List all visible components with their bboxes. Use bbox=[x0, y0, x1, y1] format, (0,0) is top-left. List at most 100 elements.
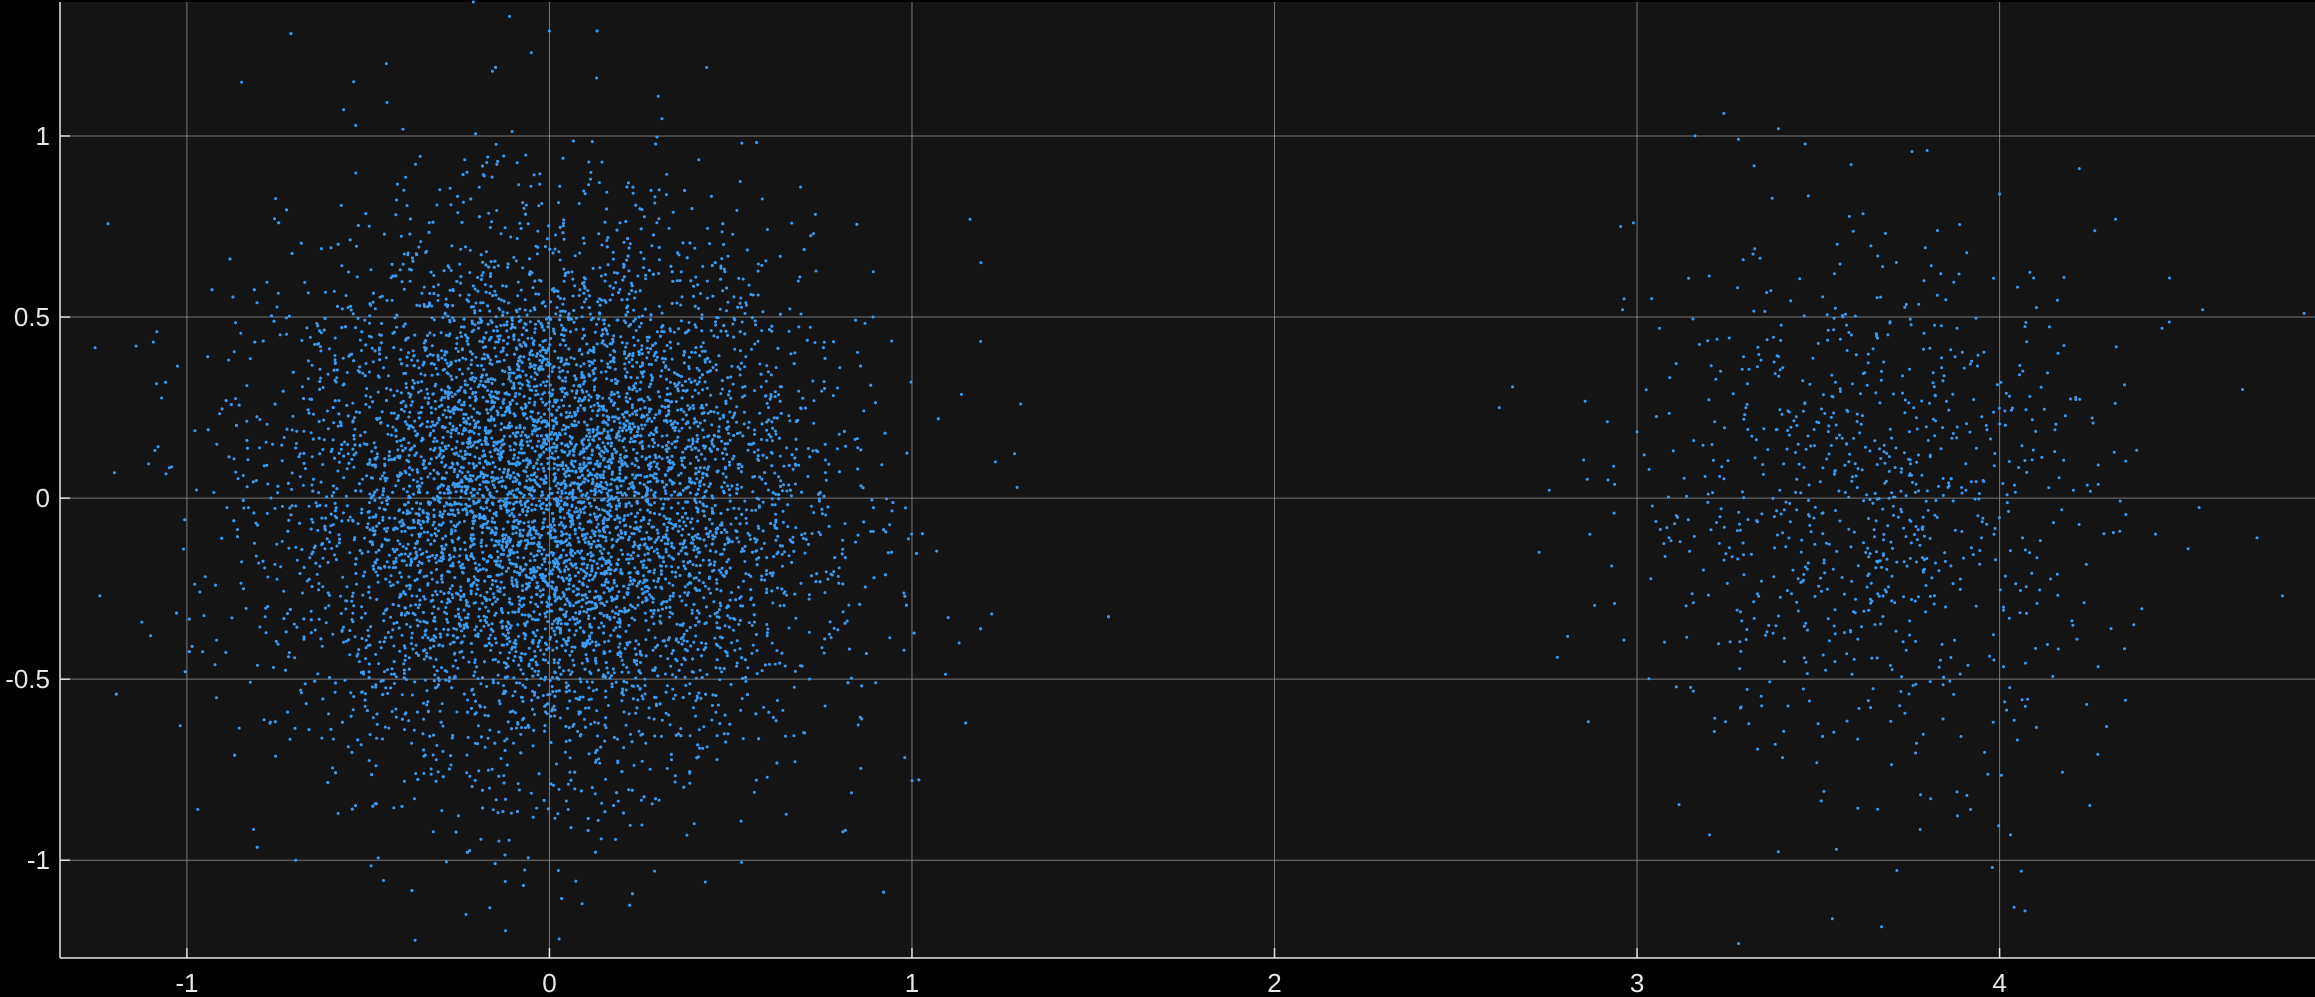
data-point bbox=[381, 515, 385, 519]
data-point bbox=[627, 788, 631, 792]
data-point bbox=[614, 381, 618, 385]
data-point bbox=[713, 457, 717, 461]
data-point bbox=[351, 591, 355, 595]
data-point bbox=[326, 372, 330, 376]
data-point bbox=[785, 489, 789, 493]
data-point bbox=[758, 411, 762, 415]
data-point bbox=[760, 264, 764, 267]
data-point bbox=[400, 559, 404, 563]
data-point bbox=[275, 305, 279, 309]
data-point bbox=[660, 117, 664, 121]
data-point bbox=[603, 516, 606, 520]
data-point bbox=[408, 473, 411, 477]
data-point bbox=[774, 492, 778, 496]
data-point bbox=[455, 375, 458, 379]
data-point bbox=[660, 434, 664, 438]
data-point bbox=[597, 643, 601, 647]
data-point bbox=[337, 541, 341, 545]
data-point bbox=[516, 556, 520, 559]
data-point bbox=[652, 622, 656, 626]
data-point bbox=[254, 521, 258, 525]
data-point bbox=[611, 257, 615, 261]
data-point bbox=[440, 577, 444, 581]
data-point bbox=[704, 544, 708, 548]
data-point bbox=[301, 591, 304, 595]
data-point bbox=[486, 389, 490, 392]
data-point bbox=[378, 640, 382, 644]
data-point bbox=[557, 366, 561, 370]
data-point bbox=[696, 283, 700, 287]
data-point bbox=[650, 244, 654, 248]
data-point bbox=[579, 450, 583, 454]
data-point bbox=[479, 629, 483, 633]
data-point bbox=[494, 600, 498, 604]
data-point bbox=[427, 559, 431, 563]
data-point bbox=[540, 490, 544, 494]
data-point bbox=[343, 678, 347, 682]
data-point bbox=[245, 485, 249, 489]
data-point bbox=[756, 262, 760, 266]
data-point bbox=[640, 455, 644, 459]
data-point bbox=[614, 567, 618, 571]
data-point bbox=[617, 590, 621, 594]
data-point bbox=[774, 366, 778, 369]
data-point bbox=[411, 426, 415, 429]
data-point bbox=[288, 506, 292, 510]
data-point bbox=[628, 525, 632, 529]
data-point bbox=[835, 447, 839, 451]
data-point bbox=[422, 595, 426, 598]
data-point bbox=[694, 714, 697, 718]
data-point bbox=[454, 429, 458, 433]
data-point bbox=[766, 627, 770, 631]
data-point bbox=[370, 346, 374, 350]
data-point bbox=[631, 448, 635, 451]
data-point bbox=[391, 547, 395, 551]
data-point bbox=[438, 188, 442, 192]
data-point bbox=[485, 590, 489, 594]
data-point bbox=[215, 638, 219, 642]
data-point bbox=[749, 596, 753, 600]
data-point bbox=[604, 370, 608, 374]
data-point bbox=[593, 385, 597, 389]
data-point bbox=[828, 620, 832, 624]
data-point bbox=[773, 662, 777, 666]
data-point bbox=[420, 481, 424, 485]
data-point bbox=[512, 381, 516, 385]
data-point bbox=[713, 535, 717, 539]
data-point bbox=[434, 627, 438, 631]
data-point bbox=[429, 447, 432, 451]
data-point bbox=[552, 329, 556, 333]
data-point bbox=[401, 399, 405, 403]
data-point bbox=[711, 496, 715, 500]
data-point bbox=[681, 560, 685, 564]
data-point bbox=[793, 669, 797, 673]
data-point bbox=[304, 467, 307, 471]
data-point bbox=[562, 561, 566, 565]
data-point bbox=[331, 523, 335, 527]
data-point bbox=[620, 609, 624, 613]
data-point bbox=[426, 530, 430, 534]
data-point bbox=[660, 311, 664, 315]
data-point bbox=[493, 378, 497, 382]
data-point bbox=[501, 537, 505, 541]
data-point bbox=[586, 469, 590, 472]
data-point bbox=[406, 251, 410, 255]
data-point bbox=[859, 484, 863, 488]
data-point bbox=[455, 628, 458, 631]
data-point bbox=[407, 575, 411, 579]
data-point bbox=[726, 254, 730, 258]
data-point bbox=[365, 387, 369, 391]
data-point bbox=[435, 553, 439, 557]
data-point bbox=[473, 455, 477, 459]
data-point bbox=[670, 400, 674, 404]
data-point bbox=[606, 494, 610, 498]
data-point bbox=[648, 593, 652, 597]
data-point bbox=[854, 540, 857, 544]
data-point bbox=[580, 370, 584, 374]
data-point bbox=[566, 370, 570, 374]
data-point bbox=[426, 700, 430, 704]
data-point bbox=[407, 391, 411, 395]
data-point bbox=[443, 396, 447, 399]
data-point bbox=[496, 681, 500, 685]
data-point bbox=[579, 680, 583, 684]
